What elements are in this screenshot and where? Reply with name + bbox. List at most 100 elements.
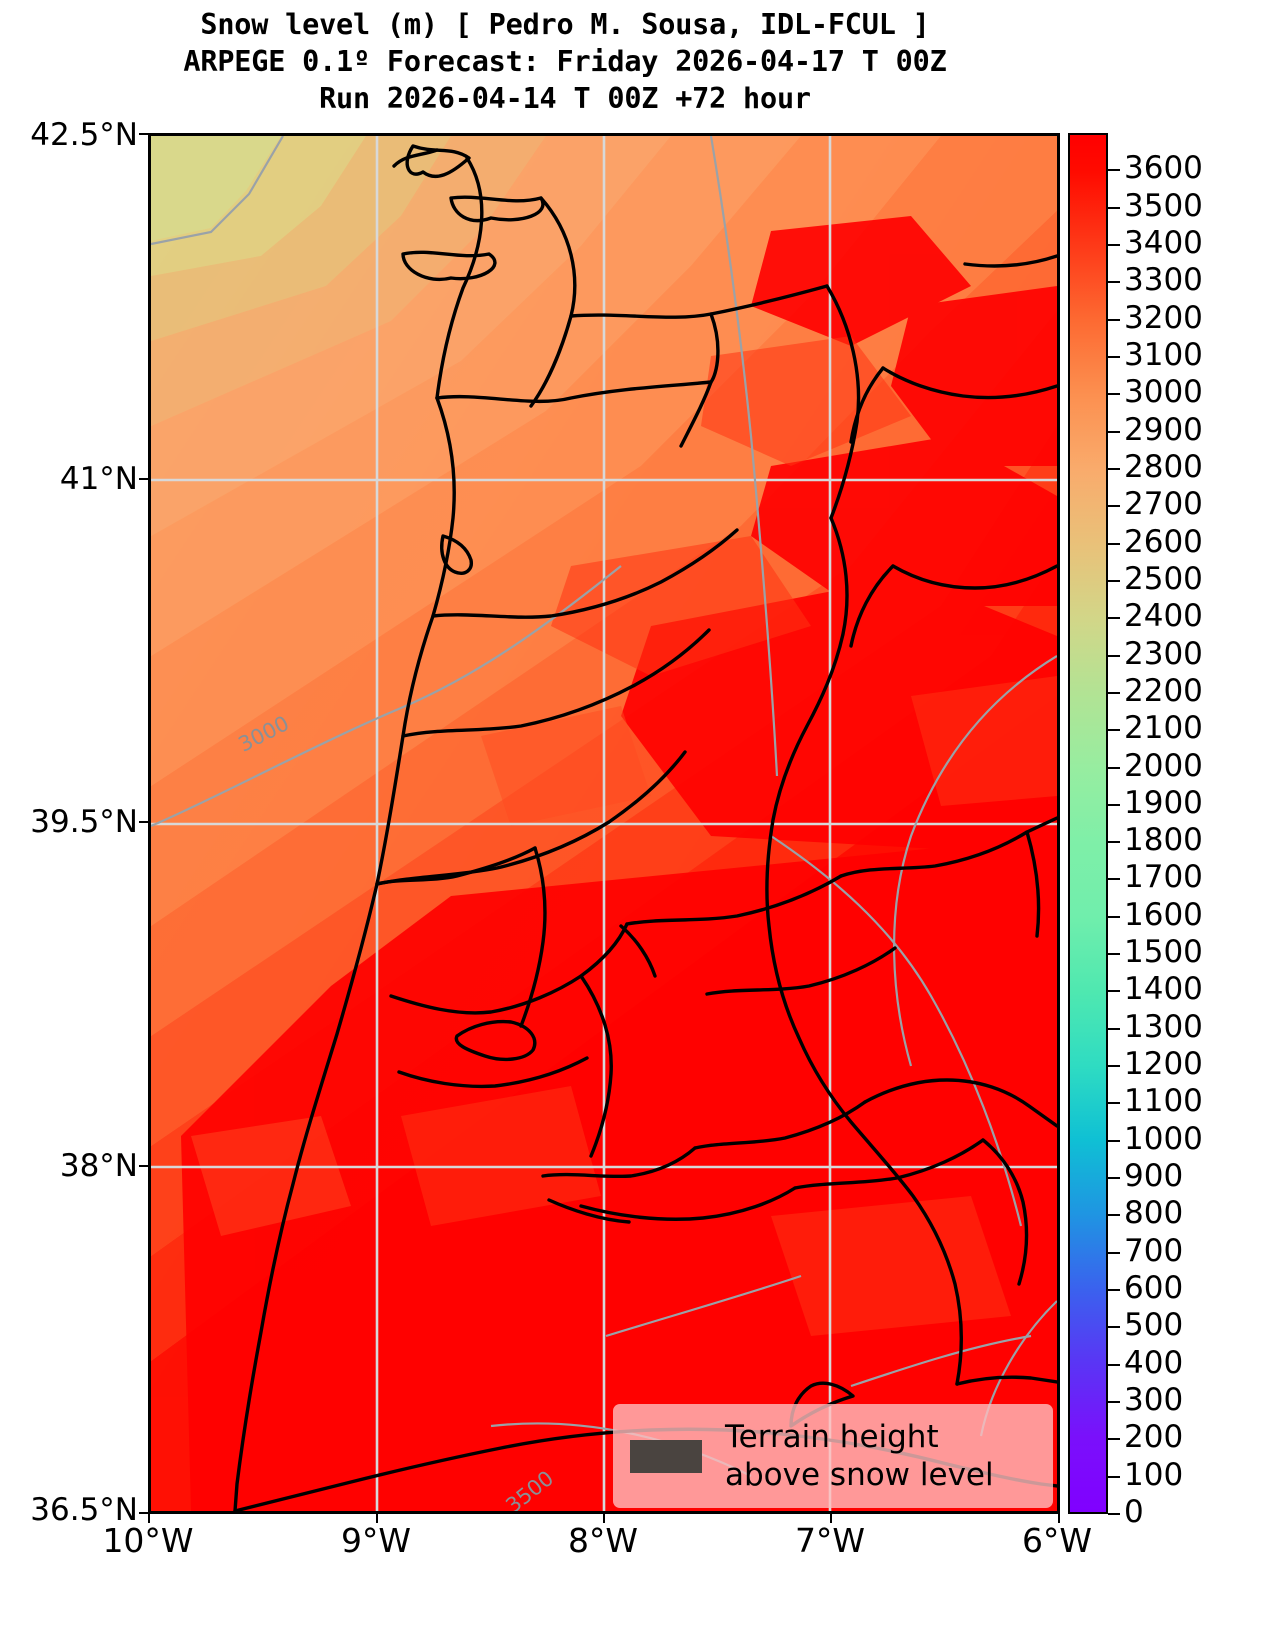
ytick-mark bbox=[139, 821, 148, 823]
ytick-label-39-5n: 39.5°N bbox=[30, 804, 138, 840]
colorbar[interactable] bbox=[1068, 133, 1108, 1514]
colorbar-tick bbox=[1108, 1513, 1120, 1515]
colorbar-tick-label: 1500 bbox=[1124, 934, 1203, 971]
map-legend: Terrain height above snow level bbox=[613, 1404, 1053, 1508]
colorbar-tick bbox=[1108, 169, 1120, 172]
colorbar-tick bbox=[1108, 990, 1120, 993]
colorbar-tick bbox=[1108, 915, 1120, 918]
colorbar-tick-label: 2200 bbox=[1124, 672, 1203, 709]
legend-line-1: Terrain height bbox=[725, 1419, 939, 1455]
colorbar-tick bbox=[1108, 1289, 1120, 1292]
ytick-mark bbox=[139, 133, 148, 135]
colorbar-tick bbox=[1108, 841, 1120, 844]
colorbar-tick bbox=[1108, 1438, 1120, 1441]
title-line-3: Run 2026-04-14 T 00Z +72 hour bbox=[319, 82, 811, 115]
colorbar-tick-label: 1800 bbox=[1124, 822, 1203, 859]
colorbar-tick bbox=[1108, 281, 1120, 284]
colorbar-tick-label: 600 bbox=[1124, 1270, 1184, 1307]
colorbar-tick bbox=[1108, 654, 1120, 657]
xtick-mark bbox=[148, 1514, 150, 1523]
ytick-label-38n: 38°N bbox=[59, 1148, 138, 1184]
ytick-mark bbox=[139, 1165, 148, 1167]
ytick-mark bbox=[139, 1512, 148, 1514]
colorbar-tick-label: 100 bbox=[1124, 1456, 1184, 1493]
colorbar-tick-label: 800 bbox=[1124, 1195, 1184, 1232]
colorbar-tick bbox=[1108, 243, 1120, 246]
colorbar-tick bbox=[1108, 1251, 1120, 1254]
colorbar-tick bbox=[1108, 1363, 1120, 1366]
colorbar-tick-label: 1600 bbox=[1124, 896, 1203, 933]
colorbar-tick bbox=[1108, 542, 1120, 545]
colorbar-tick-label: 2400 bbox=[1124, 598, 1203, 635]
colorbar-tick bbox=[1108, 691, 1120, 694]
colorbar-tick bbox=[1108, 318, 1120, 321]
ytick-label-42-5n: 42.5°N bbox=[30, 117, 138, 153]
colorbar-tick-label: 3300 bbox=[1124, 262, 1203, 299]
colorbar-tick-label: 3400 bbox=[1124, 224, 1203, 261]
colorbar-tick-label: 1700 bbox=[1124, 859, 1203, 896]
colorbar-tick-label: 2000 bbox=[1124, 747, 1203, 784]
colorbar-tick bbox=[1108, 355, 1120, 358]
colorbar-tick bbox=[1108, 1139, 1120, 1142]
xtick-mark bbox=[376, 1514, 378, 1523]
colorbar-tick-label: 0 bbox=[1124, 1494, 1144, 1530]
colorbar-tick-label: 700 bbox=[1124, 1232, 1184, 1269]
colorbar-tick-label: 1100 bbox=[1124, 1083, 1203, 1120]
colorbar-tick-label: 300 bbox=[1124, 1382, 1184, 1419]
xtick-label-8w: 8°W bbox=[567, 1521, 639, 1560]
colorbar-tick bbox=[1108, 1214, 1120, 1217]
colorbar-tick bbox=[1108, 803, 1120, 806]
colorbar-tick bbox=[1108, 617, 1120, 620]
xtick-label-7w: 7°W bbox=[794, 1521, 866, 1560]
colorbar-tick-label: 2500 bbox=[1124, 560, 1203, 597]
colorbar-tick-label: 2700 bbox=[1124, 486, 1203, 523]
colorbar-tick-label: 2900 bbox=[1124, 411, 1203, 448]
colorbar-tick-label: 2800 bbox=[1124, 448, 1203, 485]
colorbar-tick bbox=[1108, 1326, 1120, 1329]
ytick-label-36-5n: 36.5°N bbox=[30, 1492, 138, 1528]
colorbar-tick bbox=[1108, 1475, 1120, 1478]
colorbar-tick-label: 2300 bbox=[1124, 635, 1203, 672]
colorbar-tick-label: 1900 bbox=[1124, 784, 1203, 821]
colorbar-tick-label: 3500 bbox=[1124, 187, 1203, 224]
xtick-mark bbox=[1058, 1514, 1060, 1523]
xtick-label-6w: 6°W bbox=[1021, 1521, 1093, 1560]
colorbar-tick-label: 2100 bbox=[1124, 710, 1203, 747]
colorbar-gradient bbox=[1070, 135, 1106, 1512]
colorbar-tick bbox=[1108, 1401, 1120, 1404]
legend-text-block: Terrain height above snow level bbox=[725, 1418, 994, 1494]
colorbar-tick-label: 2600 bbox=[1124, 523, 1203, 560]
colorbar-tick bbox=[1108, 430, 1120, 433]
xtick-mark bbox=[830, 1514, 832, 1523]
colorbar-tick bbox=[1108, 1177, 1120, 1180]
colorbar-tick-label: 900 bbox=[1124, 1158, 1184, 1195]
colorbar-tick bbox=[1108, 878, 1120, 881]
colorbar-tick bbox=[1108, 579, 1120, 582]
colorbar-tick-label: 3100 bbox=[1124, 336, 1203, 373]
title-line-1: Snow level (m) [ Pedro M. Sousa, IDL-FCU… bbox=[200, 8, 930, 41]
ytick-label-41n: 41°N bbox=[59, 461, 138, 497]
colorbar-tick bbox=[1108, 1102, 1120, 1105]
terrain-above-snow-swatch bbox=[630, 1439, 702, 1473]
xtick-label-9w: 9°W bbox=[340, 1521, 412, 1560]
colorbar-tick bbox=[1108, 393, 1120, 396]
colorbar-tick bbox=[1108, 467, 1120, 470]
chart-title-block: Snow level (m) [ Pedro M. Sousa, IDL-FCU… bbox=[0, 6, 1130, 117]
ytick-mark bbox=[139, 478, 148, 480]
colorbar-tick-label: 400 bbox=[1124, 1344, 1184, 1381]
colorbar-tick-label: 3600 bbox=[1124, 150, 1203, 187]
colorbar-tick bbox=[1108, 729, 1120, 732]
colorbar-tick-label: 1300 bbox=[1124, 1008, 1203, 1045]
map-plot-area[interactable]: 3000 3500 bbox=[148, 133, 1060, 1514]
colorbar-tick-label: 1400 bbox=[1124, 971, 1203, 1008]
colorbar-tick bbox=[1108, 505, 1120, 508]
field-cells-light bbox=[191, 706, 651, 1236]
colorbar-tick-label: 3000 bbox=[1124, 374, 1203, 411]
colorbar-tick-label: 1000 bbox=[1124, 1120, 1203, 1157]
colorbar-tick-label: 3200 bbox=[1124, 299, 1203, 336]
colorbar-tick bbox=[1108, 766, 1120, 769]
colorbar-tick-label: 500 bbox=[1124, 1307, 1184, 1344]
title-line-2: ARPEGE 0.1º Forecast: Friday 2026-04-17 … bbox=[183, 45, 947, 78]
colorbar-tick bbox=[1108, 1065, 1120, 1068]
